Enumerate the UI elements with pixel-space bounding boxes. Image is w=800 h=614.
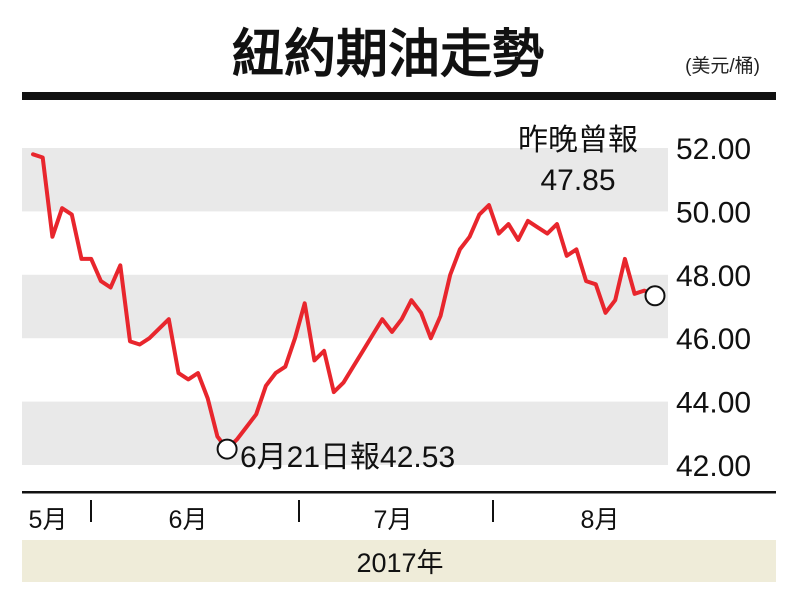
data-point bbox=[517, 239, 519, 241]
header-rule bbox=[22, 92, 776, 100]
data-point bbox=[119, 264, 121, 266]
data-point bbox=[585, 280, 587, 282]
data-point bbox=[595, 283, 597, 285]
month-label: 8月 bbox=[581, 506, 620, 534]
x-axis-line bbox=[22, 491, 776, 494]
data-point bbox=[430, 337, 432, 339]
year-band bbox=[22, 540, 776, 582]
y-tick-label: 50.00 bbox=[676, 196, 751, 229]
data-point bbox=[100, 280, 102, 282]
grid-band bbox=[22, 401, 668, 465]
data-point bbox=[129, 340, 131, 342]
last-point-marker bbox=[644, 285, 666, 307]
data-point bbox=[333, 391, 335, 393]
y-tick-label: 52.00 bbox=[676, 133, 751, 166]
data-point bbox=[488, 204, 490, 206]
data-point bbox=[71, 214, 73, 216]
data-point bbox=[566, 255, 568, 257]
data-point bbox=[110, 286, 112, 289]
data-point bbox=[604, 312, 607, 314]
data-point bbox=[614, 299, 616, 301]
data-point bbox=[643, 290, 645, 292]
y-tick-label: 42.00 bbox=[676, 450, 751, 483]
data-point bbox=[624, 258, 626, 260]
data-point bbox=[391, 331, 393, 333]
month-label: 6月 bbox=[169, 506, 208, 534]
data-point bbox=[177, 372, 180, 374]
data-point bbox=[439, 315, 442, 317]
data-point bbox=[527, 220, 529, 222]
data-point bbox=[255, 413, 257, 415]
data-point bbox=[420, 312, 422, 314]
data-point bbox=[556, 223, 558, 225]
data-point bbox=[207, 397, 209, 399]
data-point bbox=[498, 233, 500, 235]
y-tick-label: 46.00 bbox=[676, 323, 751, 356]
data-point bbox=[139, 343, 141, 346]
data-point bbox=[342, 382, 345, 384]
data-point bbox=[401, 318, 403, 320]
data-point bbox=[459, 248, 461, 250]
data-point bbox=[575, 248, 578, 250]
data-point bbox=[313, 359, 315, 361]
data-point bbox=[158, 328, 160, 330]
data-point bbox=[352, 366, 354, 368]
data-point bbox=[42, 156, 44, 159]
data-point bbox=[634, 293, 636, 295]
month-separator bbox=[298, 500, 300, 522]
grid-band bbox=[22, 148, 668, 212]
data-point bbox=[148, 337, 150, 339]
data-point bbox=[187, 378, 189, 380]
data-point bbox=[323, 350, 325, 352]
data-point bbox=[537, 226, 539, 228]
data-point bbox=[61, 207, 63, 209]
y-axis-ticks: 52.00 50.00 48.00 46.00 44.00 42.00 bbox=[676, 133, 751, 483]
data-point bbox=[168, 318, 170, 320]
low-point-marker bbox=[216, 438, 238, 460]
data-point bbox=[294, 337, 296, 339]
unit-label: (美元/桶) bbox=[685, 55, 760, 77]
year-label: 2017年 bbox=[356, 548, 443, 578]
y-tick-label: 44.00 bbox=[676, 387, 751, 420]
data-point bbox=[245, 426, 248, 428]
y-tick-label: 48.00 bbox=[676, 260, 751, 293]
data-point bbox=[304, 302, 306, 304]
data-point bbox=[372, 334, 374, 336]
month-separator bbox=[492, 500, 494, 522]
month-separator bbox=[90, 500, 92, 522]
data-point bbox=[478, 214, 480, 216]
data-point bbox=[265, 385, 267, 387]
data-point bbox=[32, 153, 34, 155]
data-point bbox=[546, 233, 548, 235]
data-point bbox=[275, 372, 277, 374]
data-point bbox=[381, 318, 383, 320]
data-point bbox=[80, 258, 83, 260]
data-point bbox=[284, 366, 286, 368]
data-point bbox=[410, 299, 412, 301]
data-point bbox=[469, 236, 471, 238]
grid-band bbox=[22, 274, 668, 339]
month-labels: 5月 6月 7月 8月 bbox=[29, 500, 620, 534]
data-point bbox=[51, 236, 54, 238]
data-point bbox=[90, 258, 92, 260]
last-point-label-line1: 昨晚曾報 bbox=[518, 124, 638, 157]
month-label: 7月 bbox=[374, 506, 413, 534]
data-point bbox=[197, 372, 199, 374]
last-point-label-line2: 47.85 bbox=[540, 164, 615, 197]
data-point bbox=[216, 435, 218, 438]
low-point-label: 6月21日報42.53 bbox=[240, 441, 455, 474]
data-point bbox=[236, 439, 238, 441]
grid-bands bbox=[22, 148, 668, 465]
month-label: 5月 bbox=[29, 506, 68, 534]
data-point bbox=[449, 274, 451, 276]
data-point bbox=[362, 350, 364, 352]
data-points bbox=[32, 153, 655, 450]
chart-title: 紐約期油走勢 bbox=[232, 24, 544, 85]
data-point bbox=[507, 223, 510, 225]
